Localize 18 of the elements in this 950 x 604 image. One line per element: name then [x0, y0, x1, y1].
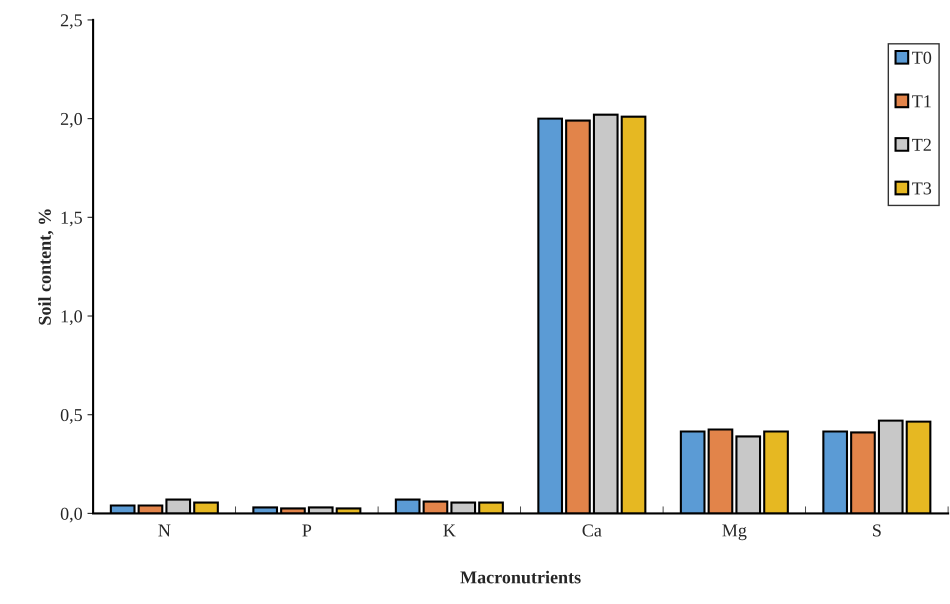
- y-tick-label: 1,0: [62, 310, 82, 326]
- x-tick-label: S: [873, 524, 881, 537]
- x-axis-title: Macronutrients: [460, 570, 581, 584]
- x-tick-label: N: [158, 524, 170, 536]
- x-tick-label: Ca: [582, 524, 602, 537]
- y-axis-title: Soil content, %: [38, 209, 54, 325]
- legend-label: T1: [912, 95, 931, 108]
- legend-label: T0: [912, 52, 932, 64]
- x-tick-label: K: [443, 524, 456, 536]
- x-tick-label: Mg: [722, 524, 747, 540]
- legend-label: T2: [912, 138, 931, 151]
- x-tick-label: P: [302, 524, 312, 536]
- legend-label: T3: [912, 182, 932, 195]
- y-tick-label: 2,0: [60, 112, 82, 128]
- y-tick-label: 0,0: [60, 508, 82, 522]
- y-tick-label: 2,5: [60, 14, 82, 29]
- y-tick-label: 0,5: [60, 408, 82, 424]
- y-tick-label: 1,5: [62, 212, 82, 226]
